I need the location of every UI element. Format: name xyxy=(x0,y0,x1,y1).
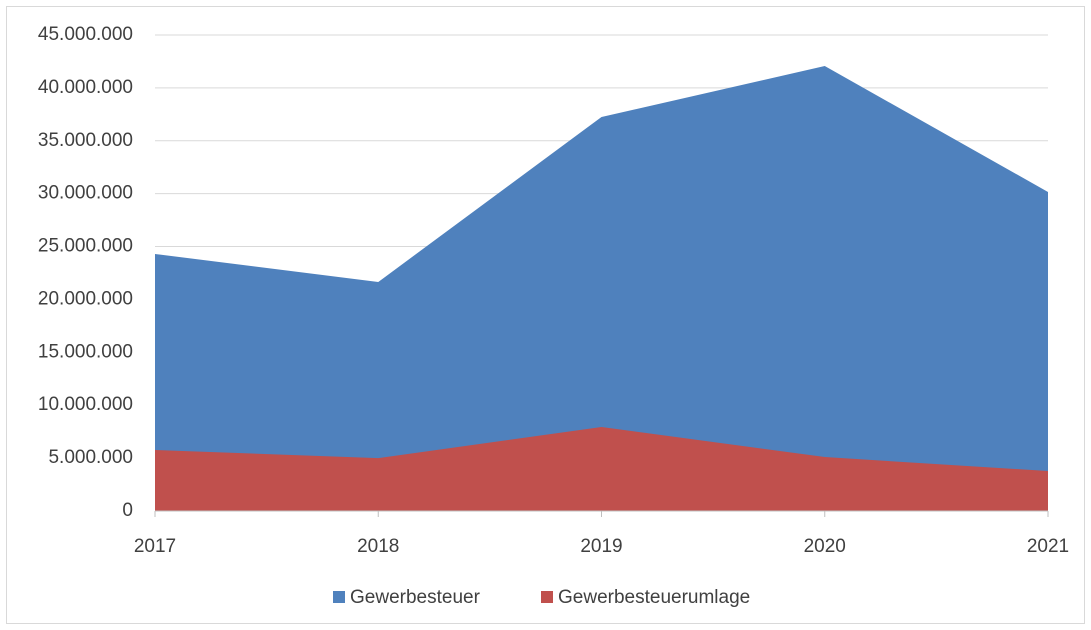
y-tick-label: 20.000.000 xyxy=(38,288,133,309)
legend-swatch xyxy=(541,591,553,603)
legend-swatch xyxy=(333,591,345,603)
y-tick-label: 15.000.000 xyxy=(38,341,133,362)
area xyxy=(155,427,1048,511)
x-tick-label: 2019 xyxy=(580,536,622,557)
y-tick-label: 10.000.000 xyxy=(38,394,133,415)
legend-label: Gewerbesteuerumlage xyxy=(558,587,750,608)
x-tick-label: 2018 xyxy=(357,536,399,557)
y-tick-label: 5.000.000 xyxy=(48,447,133,468)
y-tick-label: 0 xyxy=(122,500,133,521)
area xyxy=(155,65,1048,511)
x-tick-label: 2021 xyxy=(1027,536,1069,557)
x-tick-label: 2017 xyxy=(134,536,176,557)
y-tick-label: 40.000.000 xyxy=(38,77,133,98)
y-tick-label: 35.000.000 xyxy=(38,130,133,151)
y-tick-label: 30.000.000 xyxy=(38,183,133,204)
legend-label: Gewerbesteuer xyxy=(350,587,481,608)
y-tick-label: 25.000.000 xyxy=(38,236,133,257)
x-tick-label: 2020 xyxy=(804,536,846,557)
y-tick-label: 45.000.000 xyxy=(38,24,133,45)
